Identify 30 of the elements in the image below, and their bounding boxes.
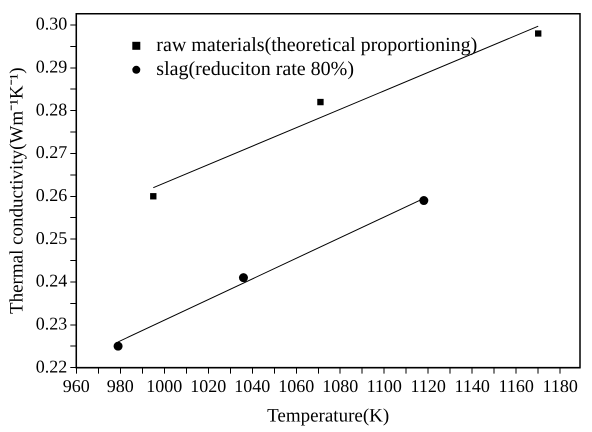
y-tick-label: 0.27: [36, 142, 68, 162]
x-tick-label: 980: [106, 376, 134, 396]
x-axis-title: Temperature(K): [267, 406, 390, 427]
x-tick-label: 1160: [498, 376, 534, 396]
x-tick-label: 1140: [454, 376, 490, 396]
point: [419, 196, 428, 206]
x-tick-label: 1000: [146, 376, 182, 396]
legend-label: slag(reduciton rate 80%): [156, 58, 354, 80]
x-tick-label: 1060: [278, 376, 314, 396]
point: [114, 342, 123, 351]
y-tick-label: 0.25: [36, 228, 68, 248]
legend-label: raw materials(theoretical proportioning): [156, 34, 478, 56]
y-tick-label: 0.26: [36, 185, 68, 206]
y-tick-label: 0.24: [36, 270, 68, 291]
y-tick-label: 0.22: [36, 356, 68, 376]
point: [150, 193, 156, 200]
y-tick-label: 0.23: [36, 314, 68, 334]
x-tick-label: 1040: [234, 376, 270, 396]
point: [535, 30, 542, 37]
x-tick-label: 1100: [366, 376, 402, 396]
x-tick-label: 1120: [410, 376, 446, 396]
x-tick-label: 1080: [322, 376, 358, 396]
y-axis-title: Thermal conductivity(Wm⁻¹K⁻¹): [6, 67, 28, 314]
x-tick-label: 1180: [542, 376, 578, 396]
x-tick-label: 1020: [190, 376, 226, 396]
point: [238, 273, 248, 282]
y-tick-label: 0.29: [36, 56, 68, 77]
y-tick-label: 0.30: [36, 14, 68, 34]
x-tick-label: 960: [62, 376, 90, 396]
y-tick-label: 0.28: [36, 99, 68, 120]
